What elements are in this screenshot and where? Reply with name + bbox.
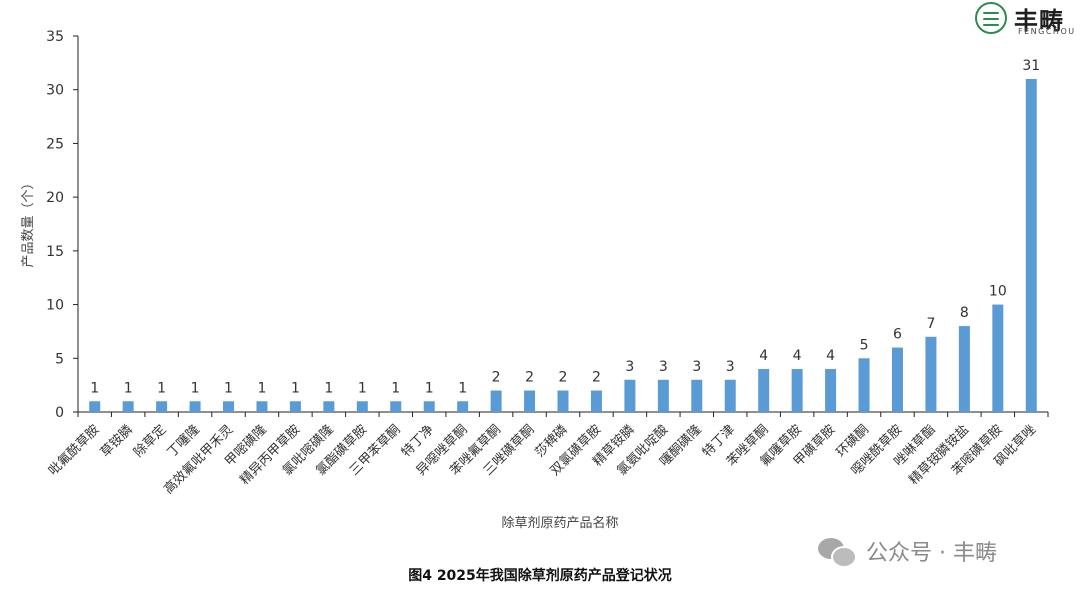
data-label: 2 <box>559 370 568 386</box>
watermark-text: 公众号 · 丰畴 <box>866 541 997 566</box>
bar <box>891 347 903 412</box>
x-axis-title: 除草剂原药产品名称 <box>501 515 618 531</box>
y-tick-label: 5 <box>55 351 64 367</box>
data-label: 3 <box>726 359 735 375</box>
data-label: 10 <box>989 284 1007 300</box>
category-label: 草铵膦 <box>98 422 136 460</box>
data-label: 3 <box>692 359 701 375</box>
data-label: 4 <box>826 348 835 364</box>
bar <box>256 401 268 412</box>
bar <box>356 401 368 412</box>
data-label: 1 <box>224 380 233 396</box>
bar <box>758 369 770 412</box>
brand-name-cn: 丰畴 <box>1014 7 1064 35</box>
bar <box>825 369 837 412</box>
data-label: 5 <box>860 337 869 353</box>
bar <box>223 401 235 412</box>
data-label: 4 <box>793 348 802 364</box>
data-label: 1 <box>157 380 166 396</box>
bar <box>289 401 301 412</box>
data-label: 1 <box>324 380 333 396</box>
data-label: 3 <box>659 359 668 375</box>
data-label: 2 <box>492 370 501 386</box>
data-label: 1 <box>391 380 400 396</box>
brand-logo: 丰畴 FENGCHOU <box>972 0 1080 40</box>
y-axis-title: 产品数量（个） <box>21 176 36 267</box>
bar <box>724 379 736 412</box>
bar <box>457 401 469 412</box>
y-tick-label: 0 <box>55 405 64 421</box>
bars <box>89 78 1037 412</box>
bar <box>624 379 636 412</box>
brand-name-en: FENGCHOU <box>1018 27 1076 36</box>
category-labels: 吡氟酰草胺草铵膦除草定丁噻隆高效氟吡甲禾灵甲嘧磺隆精异丙甲草胺氯吡嘧磺隆氯酯磺草… <box>46 422 1039 498</box>
bar <box>89 401 101 412</box>
bar <box>557 390 569 412</box>
data-label: 3 <box>625 359 634 375</box>
bar <box>189 401 201 412</box>
bar <box>590 390 602 412</box>
data-label: 1 <box>90 380 99 396</box>
bar <box>524 390 536 412</box>
data-label: 6 <box>893 327 902 343</box>
wechat-icon <box>818 536 858 568</box>
bar <box>657 379 669 412</box>
category-label: 除草定 <box>131 422 169 460</box>
bar <box>958 326 970 412</box>
data-label: 1 <box>291 380 300 396</box>
data-label: 1 <box>258 380 267 396</box>
data-label: 4 <box>759 348 768 364</box>
bar <box>490 390 502 412</box>
bar <box>791 369 803 412</box>
data-label: 2 <box>592 370 601 386</box>
bar <box>390 401 402 412</box>
bar <box>992 304 1004 412</box>
y-axis: 0 5 10 15 20 25 30 35 <box>46 29 79 421</box>
data-label: 8 <box>960 305 969 321</box>
data-label: 31 <box>1022 58 1040 74</box>
y-tick-label: 35 <box>46 29 64 45</box>
y-tick-label: 20 <box>46 190 64 206</box>
bar <box>925 336 937 412</box>
y-tick-label: 10 <box>46 298 64 314</box>
category-label: 吡氟酰草胺 <box>46 422 103 479</box>
y-tick-label: 15 <box>46 244 64 260</box>
data-label: 1 <box>191 380 200 396</box>
data-label: 1 <box>358 380 367 396</box>
fengchou-leaf-logo-icon <box>975 2 1007 34</box>
bar <box>323 401 335 412</box>
bar <box>156 401 168 412</box>
data-label: 2 <box>525 370 534 386</box>
bar-chart: 0 5 10 15 20 25 30 35 1 1 1 1 1 1 1 1 1 1 1 1 2 2 2 2 3 3 3 3 4 4 4 5 6… <box>21 29 1049 531</box>
bar <box>423 401 435 412</box>
bar <box>1025 78 1037 412</box>
x-axis <box>77 411 1049 417</box>
data-label: 1 <box>124 380 133 396</box>
data-label: 1 <box>425 380 434 396</box>
data-labels: 1 1 1 1 1 1 1 1 1 1 1 1 2 2 2 2 3 3 3 3 4 4 4 5 6 7 8 10 31 <box>90 58 1040 396</box>
data-label: 1 <box>458 380 467 396</box>
y-tick-label: 30 <box>46 83 64 99</box>
figure-caption: 图4 2025年我国除草剂原药产品登记状况 <box>408 568 672 584</box>
bar <box>858 358 870 412</box>
wechat-watermark: 公众号 · 丰畴 <box>818 536 997 568</box>
y-tick-label: 25 <box>46 136 64 152</box>
data-label: 7 <box>926 316 935 332</box>
bar <box>122 401 134 412</box>
bar <box>691 379 703 412</box>
